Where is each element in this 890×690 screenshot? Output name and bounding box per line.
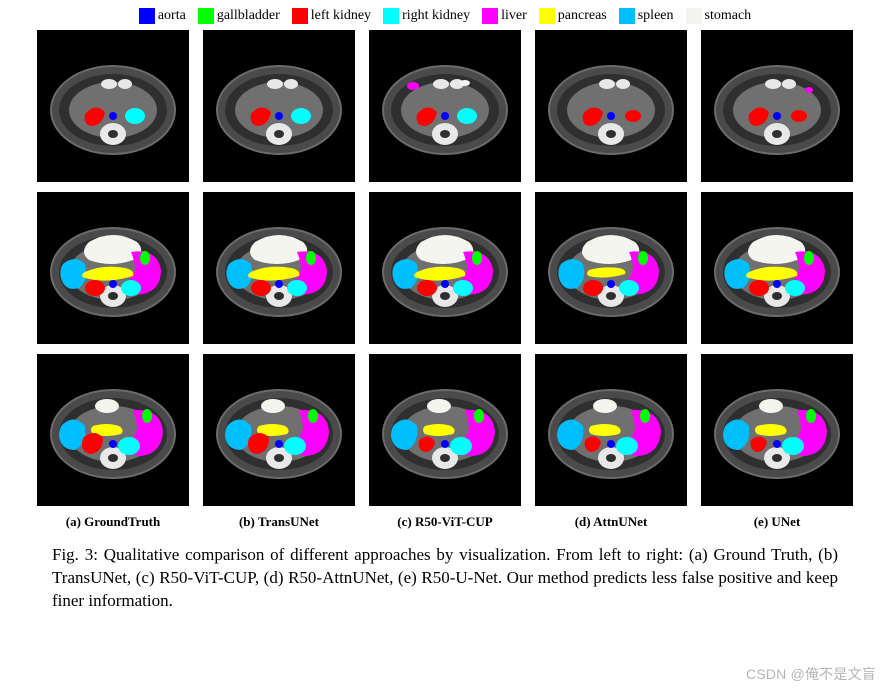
ct-panel-r2-c1: [37, 192, 189, 344]
legend-label: right kidney: [402, 8, 470, 24]
ct-panel-r2-c4: [535, 192, 687, 344]
ct-panel-r2-c5: [701, 192, 853, 344]
legend-label: aorta: [158, 8, 186, 24]
legend-item-right-kidney: right kidney: [383, 8, 470, 24]
watermark: CSDN @俺不是文盲: [746, 664, 876, 684]
ct-panel-r3-c3: [369, 354, 521, 506]
legend-item-aorta: aorta: [139, 8, 186, 24]
figure-caption: Fig. 3: Qualitative comparison of differ…: [32, 530, 858, 613]
ct-panel-r3-c2: [203, 354, 355, 506]
legend-label: gallbladder: [217, 8, 280, 24]
legend-label: spleen: [638, 8, 674, 24]
swatch-spleen: [619, 8, 635, 24]
legend-label: stomach: [705, 8, 752, 24]
ct-panel-r3-c4: [535, 354, 687, 506]
swatch-gallbladder: [198, 8, 214, 24]
col-label-e: (e) UNet: [701, 514, 853, 530]
col-label-c: (c) R50-ViT-CUP: [369, 514, 521, 530]
ct-panel-r2-c3: [369, 192, 521, 344]
legend-label: liver: [501, 8, 527, 24]
ct-panel-r1-c5: [701, 30, 853, 182]
swatch-liver: [482, 8, 498, 24]
swatch-stomach: [686, 8, 702, 24]
legend-label: left kidney: [311, 8, 371, 24]
ct-panel-r3-c1: [37, 354, 189, 506]
ct-panel-r3-c5: [701, 354, 853, 506]
legend-item-stomach: stomach: [686, 8, 752, 24]
image-grid: [32, 30, 858, 506]
swatch-aorta: [139, 8, 155, 24]
ct-panel-r1-c1: [37, 30, 189, 182]
figure-container: aorta gallbladder left kidney right kidn…: [0, 0, 890, 613]
swatch-pancreas: [539, 8, 555, 24]
ct-panel-r1-c2: [203, 30, 355, 182]
legend-label: pancreas: [558, 8, 607, 24]
ct-panel-r2-c2: [203, 192, 355, 344]
caption-text: Qualitative comparison of different appr…: [52, 545, 838, 610]
legend-item-pancreas: pancreas: [539, 8, 607, 24]
ct-panel-r1-c3: [369, 30, 521, 182]
legend-item-spleen: spleen: [619, 8, 674, 24]
legend: aorta gallbladder left kidney right kidn…: [32, 8, 858, 24]
col-label-d: (d) AttnUNet: [535, 514, 687, 530]
legend-item-liver: liver: [482, 8, 527, 24]
swatch-left-kidney: [292, 8, 308, 24]
col-label-a: (a) GroundTruth: [37, 514, 189, 530]
legend-item-gallbladder: gallbladder: [198, 8, 280, 24]
caption-prefix: Fig. 3:: [52, 545, 98, 564]
swatch-right-kidney: [383, 8, 399, 24]
column-labels: (a) GroundTruth (b) TransUNet (c) R50-Vi…: [32, 514, 858, 530]
legend-item-left-kidney: left kidney: [292, 8, 371, 24]
ct-panel-r1-c4: [535, 30, 687, 182]
col-label-b: (b) TransUNet: [203, 514, 355, 530]
